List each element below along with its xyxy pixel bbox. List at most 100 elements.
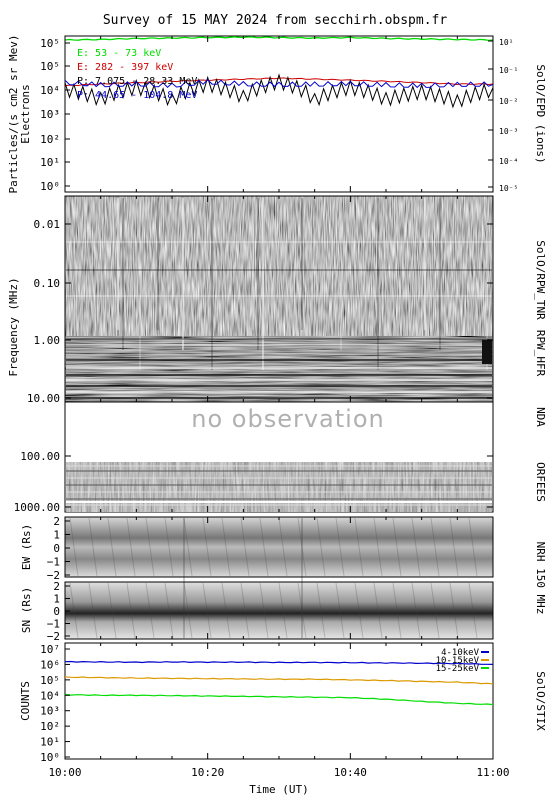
nrh-right-label: NRH 150 MHz bbox=[534, 542, 547, 615]
rpw-tnr-label: SolO/RPW_TNR bbox=[534, 240, 547, 320]
stix-tick-label: 10⁵ bbox=[40, 674, 60, 687]
epd-left-ticks: 10⁰ 10¹ 10² 10³ 10⁴ 10⁵ 10⁵ bbox=[40, 37, 70, 193]
epd-legend-entry: E: 282 - 397 keV bbox=[77, 62, 173, 73]
no-observation-text: no observation bbox=[191, 405, 384, 433]
nrh-sn-label: SN (Rs) bbox=[20, 587, 33, 633]
rpw-hfr-label: RPW_HFR bbox=[534, 330, 547, 377]
epd-left-tick-label: 10² bbox=[40, 133, 60, 146]
nrh-diagonal-streak bbox=[335, 517, 345, 577]
nrh-diagonal-streak bbox=[126, 517, 136, 577]
epd-left-tick-label: 10⁵ bbox=[40, 60, 60, 73]
nrh-diagonal-streak bbox=[411, 582, 421, 639]
epd-right-tick-label: 10¹ bbox=[499, 38, 513, 47]
time-tick-label: 10:00 bbox=[48, 766, 81, 779]
epd-left-tick-label: 10⁵ bbox=[40, 37, 60, 50]
nrh-diagonal-streak bbox=[411, 517, 421, 577]
nrh-sn-image bbox=[65, 582, 493, 639]
nrh-diagonal-streak bbox=[202, 582, 212, 639]
stix-tick-label: 10³ bbox=[40, 705, 60, 718]
nrh-ew-tick-label: −2 bbox=[47, 569, 60, 582]
nrh-sn-tick-label: 0 bbox=[53, 605, 60, 618]
epd-legend-entry: P: 44.65 - 104.8 MeV bbox=[77, 90, 197, 101]
stix-left-label: COUNTS bbox=[19, 681, 32, 721]
frequency-tick-label: 1.00 bbox=[34, 334, 61, 347]
frequency-tick-label: 10.00 bbox=[27, 392, 60, 405]
nrh-diagonal-streak bbox=[145, 582, 155, 639]
nrh-ew-image bbox=[65, 517, 493, 577]
nrh-diagonal-streak bbox=[221, 582, 231, 639]
orfees-bands bbox=[66, 465, 492, 506]
stix-series-line bbox=[64, 660, 494, 665]
time-tick-label: 11:00 bbox=[476, 766, 509, 779]
nrh-diagonal-streak bbox=[392, 517, 402, 577]
nrh-diagonal-streak bbox=[335, 582, 345, 639]
nrh-diagonal-streak bbox=[221, 517, 231, 577]
nrh-ew-label: EW (Rs) bbox=[20, 524, 33, 570]
stix-series-line bbox=[64, 693, 494, 706]
stix-legend-entry: 15-25keV bbox=[436, 664, 480, 674]
nrh-diagonal-streak bbox=[373, 517, 383, 577]
epd-right-tick-label: 10⁻¹ bbox=[499, 66, 518, 75]
epd-legend: E: 53 - 73 keV E: 282 - 397 keV P: 7.075 -… bbox=[77, 48, 197, 101]
nrh-diagonal-streak bbox=[202, 517, 212, 577]
nrh-sn-tick-label: 2 bbox=[53, 580, 60, 593]
epd-series-line bbox=[64, 78, 494, 89]
epd-right-tick-label: 10⁻⁵ bbox=[499, 184, 518, 193]
nrh-diagonal-streak bbox=[278, 582, 288, 639]
stix-tick-label: 10² bbox=[40, 720, 60, 733]
epd-frame bbox=[64, 35, 494, 193]
nrh-diagonal-streak bbox=[183, 517, 193, 577]
nrh-diagonal-streak bbox=[107, 582, 117, 639]
nrh-diagonal-streak bbox=[259, 517, 269, 577]
nrh-diagonal-streak bbox=[468, 517, 478, 577]
stix-frame bbox=[64, 642, 494, 760]
nrh-sn-tick-label: 1 bbox=[53, 593, 60, 606]
nrh-diagonal-streak bbox=[430, 582, 440, 639]
epd-legend-entry: E: 53 - 73 keV bbox=[77, 48, 161, 59]
rpw-dark-patch bbox=[482, 340, 492, 364]
stix-right-label: SolO/STIX bbox=[534, 671, 547, 731]
orfees-spectrogram bbox=[66, 462, 492, 512]
time-tick-label: 10:20 bbox=[191, 766, 224, 779]
epd-left-sublabel: Electrons bbox=[19, 84, 32, 144]
rpw-panel bbox=[64, 195, 494, 403]
nrh-ew-tick-label: 2 bbox=[53, 515, 60, 528]
nrh-streaks bbox=[69, 517, 478, 639]
epd-legend-entry: P: 7.075 - 28.33 MeV bbox=[77, 76, 197, 87]
nrh-diagonal-streak bbox=[69, 517, 79, 577]
rpw-streaks bbox=[66, 198, 492, 399]
epd-series-line bbox=[64, 73, 494, 109]
nrh-diagonal-streak bbox=[88, 517, 98, 577]
nrh-diagonal-streak bbox=[69, 582, 79, 639]
frequency-axis-label: Frequency (MHz) bbox=[7, 277, 20, 376]
nrh-diagonal-streak bbox=[145, 517, 155, 577]
nrh-sn-tick-label: −1 bbox=[47, 618, 60, 631]
epd-panel: 10⁰ 10¹ 10² 10³ 10⁴ 10⁵ 10⁵ 10¹ 10⁻¹ 10⁻² 10⁻³ 10⁻… bbox=[7, 35, 547, 194]
frequency-tick-label: 100.00 bbox=[20, 450, 60, 463]
nrh-diagonal-streak bbox=[449, 582, 459, 639]
epd-right-tick-label: 10⁻² bbox=[499, 97, 518, 106]
stix-legend-entry: 10-15keV bbox=[436, 656, 480, 666]
epd-left-tick-label: 10⁴ bbox=[40, 84, 60, 97]
nrh-diagonal-streak bbox=[316, 517, 326, 577]
epd-left-tick-label: 10³ bbox=[40, 108, 60, 121]
nrh-ew-tick-label: 0 bbox=[53, 542, 60, 555]
time-axis-label: Time (UT) bbox=[249, 783, 309, 796]
epd-right-ticks: 10¹ 10⁻¹ 10⁻² 10⁻³ 10⁻⁴ 10⁻⁵ bbox=[488, 38, 518, 193]
nrh-diagonal-streak bbox=[468, 582, 478, 639]
epd-right-label: SolO/EPD (ions) bbox=[534, 64, 547, 163]
nda-label: NDA bbox=[534, 407, 547, 427]
nrh-ew-tick-label: 1 bbox=[53, 529, 60, 542]
nrh-diagonal-streak bbox=[354, 517, 364, 577]
stix-legend-entry: 4-10keV bbox=[441, 648, 480, 658]
nrh-diagonal-streak bbox=[316, 582, 326, 639]
nrh-diagonal-streak bbox=[430, 517, 440, 577]
nrh-diagonal-streak bbox=[392, 582, 402, 639]
stix-ticks: 10⁰ 10¹ 10² 10³ 10⁴ 10⁵ 10⁶ 10⁷ bbox=[40, 643, 70, 764]
frequency-tick-label: 0.10 bbox=[34, 277, 61, 290]
stix-lines bbox=[64, 660, 494, 706]
epd-left-tick-label: 10⁰ bbox=[40, 180, 60, 193]
